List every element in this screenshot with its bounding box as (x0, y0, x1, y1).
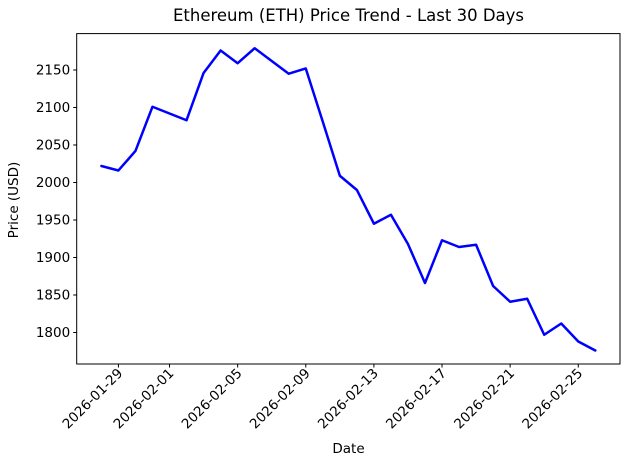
price-line (100, 46, 597, 352)
y-tick-label: 2050 (36, 138, 70, 154)
y-tick-label: 1850 (36, 288, 70, 304)
y-tick-label: 1950 (36, 213, 70, 229)
x-tick-label: 2026-02-17 (383, 366, 450, 433)
y-tick-label: 2100 (36, 100, 70, 116)
x-tick-label: 2026-02-13 (315, 366, 382, 433)
x-tick-label: 2026-02-09 (247, 366, 314, 433)
y-tick-label: 2000 (36, 175, 70, 191)
x-axis-label: Date (332, 441, 365, 457)
y-tick-label: 1800 (36, 325, 70, 341)
x-tick-label: 2026-02-25 (519, 366, 586, 433)
x-tick-label: 2026-02-05 (179, 366, 246, 433)
x-tick-label: 2026-02-21 (451, 366, 518, 433)
chart-title: Ethereum (ETH) Price Trend - Last 30 Day… (172, 6, 524, 25)
axes-box (76, 33, 621, 365)
y-tick-label: 1900 (36, 250, 70, 266)
y-tick-label: 2150 (36, 63, 70, 79)
